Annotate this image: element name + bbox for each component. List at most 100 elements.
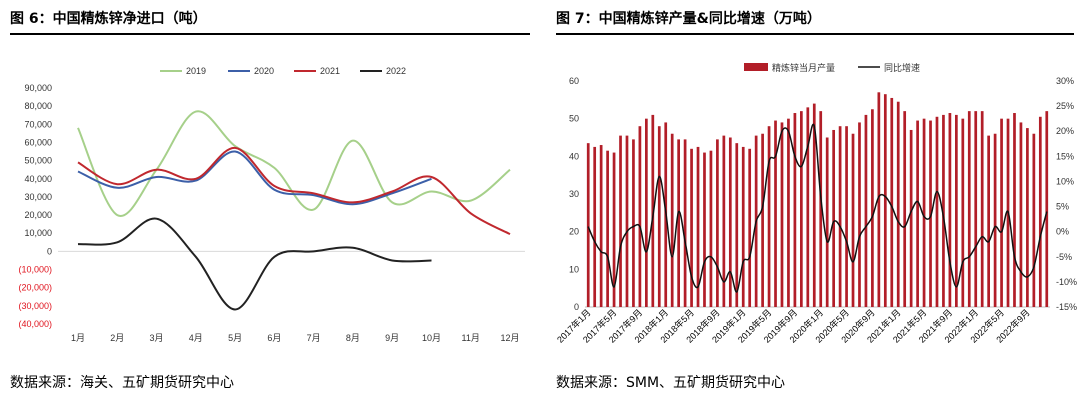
x-tick-label: 4月 <box>189 333 203 343</box>
growth-rate-line <box>587 123 1048 293</box>
x-tick-label: 10月 <box>422 333 441 343</box>
production-bar <box>864 114 868 308</box>
production-growth-combo-chart: 0 10 20 30 40 50 60 -15% -10% -5% 0% 5% 10% 15% 20% 25%… <box>554 62 1077 345</box>
right-title-divider <box>556 33 1074 35</box>
y-right-tick-label: 15% <box>1056 151 1074 161</box>
production-bar <box>1038 116 1042 308</box>
x-tick-label: 7月 <box>307 333 321 343</box>
production-bar <box>812 103 816 307</box>
production-bar <box>948 113 952 308</box>
production-bar <box>793 113 797 308</box>
production-bar <box>942 114 945 308</box>
production-bar <box>980 111 984 307</box>
production-bar <box>883 94 887 307</box>
production-bar <box>916 120 919 307</box>
production-bar <box>832 129 836 307</box>
production-bar <box>748 148 752 307</box>
production-bar <box>612 152 616 307</box>
y-tick-label: 80,000 <box>24 101 52 111</box>
y-tick-label: 20,000 <box>24 210 52 220</box>
left-title-divider <box>10 33 530 35</box>
y-tick-label: 90,000 <box>24 83 52 93</box>
production-bar <box>845 126 848 307</box>
production-bar <box>819 111 823 307</box>
production-bar <box>903 111 907 307</box>
y-tick-label: 40,000 <box>24 174 52 184</box>
y-right-tick-label: 0% <box>1056 227 1069 237</box>
x-tick-label: 5月 <box>228 333 242 343</box>
production-bar <box>761 133 764 307</box>
production-bar <box>638 126 642 307</box>
y-left-tick-label: 40 <box>569 151 579 161</box>
x-tick-label: 1月 <box>71 333 85 343</box>
series-line-2021 <box>77 146 511 235</box>
production-bar <box>651 114 655 308</box>
production-bar <box>799 111 803 307</box>
legend-label: 2022 <box>386 66 406 76</box>
y-left-tick-label: 0 <box>574 302 579 312</box>
production-bar <box>825 137 829 307</box>
y-tick-label: (40,000) <box>18 319 52 329</box>
net-import-line-chart: (40,000) (30,000) (20,000) (10,000) 0 10,000 2… <box>18 66 525 343</box>
x-tick-label: 6月 <box>267 333 281 343</box>
y-left-tick-label: 60 <box>569 76 579 86</box>
y-tick-label: (10,000) <box>18 265 52 275</box>
production-bar <box>703 152 706 307</box>
production-bar <box>593 146 597 307</box>
production-bar <box>1032 133 1036 307</box>
production-bar <box>1013 113 1016 308</box>
y-tick-label: 60,000 <box>24 137 52 147</box>
right-chart-title: 图 7：中国精炼锌产量&同比增速（万吨） <box>556 11 821 27</box>
y-tick-label: 10,000 <box>24 228 52 238</box>
production-bar <box>877 92 881 307</box>
left-chart-source: 数据来源：海关、五矿期货研究中心 <box>10 375 234 391</box>
production-bar <box>690 148 693 307</box>
production-bar <box>606 150 609 307</box>
right-chart-source: 数据来源：SMM、五矿期货研究中心 <box>556 375 786 391</box>
x-tick-label: 11月 <box>462 333 480 343</box>
y-right-tick-label: 5% <box>1056 202 1069 212</box>
series-line-2020 <box>77 150 432 206</box>
production-bar <box>967 111 971 307</box>
production-bar <box>909 129 913 307</box>
y-right-tick-label: 25% <box>1056 101 1074 111</box>
production-bar <box>838 126 842 307</box>
x-tick-label: 3月 <box>150 333 164 343</box>
production-bar <box>871 109 874 307</box>
production-bar <box>735 143 739 307</box>
production-bar <box>709 150 713 307</box>
production-bar <box>619 135 622 307</box>
legend-label: 同比增速 <box>884 62 920 73</box>
production-bar <box>806 107 810 307</box>
production-bar <box>767 126 771 307</box>
production-bar <box>741 146 745 307</box>
y-right-tick-label: -5% <box>1056 252 1072 262</box>
production-bar <box>1000 118 1003 308</box>
y-left-tick-label: 30 <box>569 189 579 199</box>
production-bar <box>670 133 674 307</box>
production-bar <box>780 122 784 307</box>
y-tick-label: 70,000 <box>24 119 52 129</box>
y-left-tick-label: 20 <box>569 227 579 237</box>
legend-swatch-bar <box>744 63 768 71</box>
series-line-2022 <box>77 217 432 311</box>
production-bar <box>657 126 661 307</box>
x-tick-label: 9月 <box>385 333 399 343</box>
y-right-tick-label: -15% <box>1056 302 1077 312</box>
production-bar <box>774 120 777 307</box>
y-right-tick-label: 20% <box>1056 126 1074 136</box>
production-bar <box>632 139 635 307</box>
y-left-tick-label: 50 <box>569 114 579 124</box>
production-bar <box>858 122 861 307</box>
legend-label: 2019 <box>186 66 206 76</box>
legend-label: 2021 <box>320 66 340 76</box>
production-bar <box>851 133 855 307</box>
x-tick-label: 2月 <box>110 333 124 343</box>
production-bar <box>722 135 726 307</box>
x-tick-label: 12月 <box>500 333 519 343</box>
y-right-tick-label: 30% <box>1056 76 1074 86</box>
production-bar <box>954 114 958 308</box>
production-bar <box>644 118 648 308</box>
production-bar <box>993 133 997 307</box>
legend-label: 精炼锌当月产量 <box>772 62 835 73</box>
